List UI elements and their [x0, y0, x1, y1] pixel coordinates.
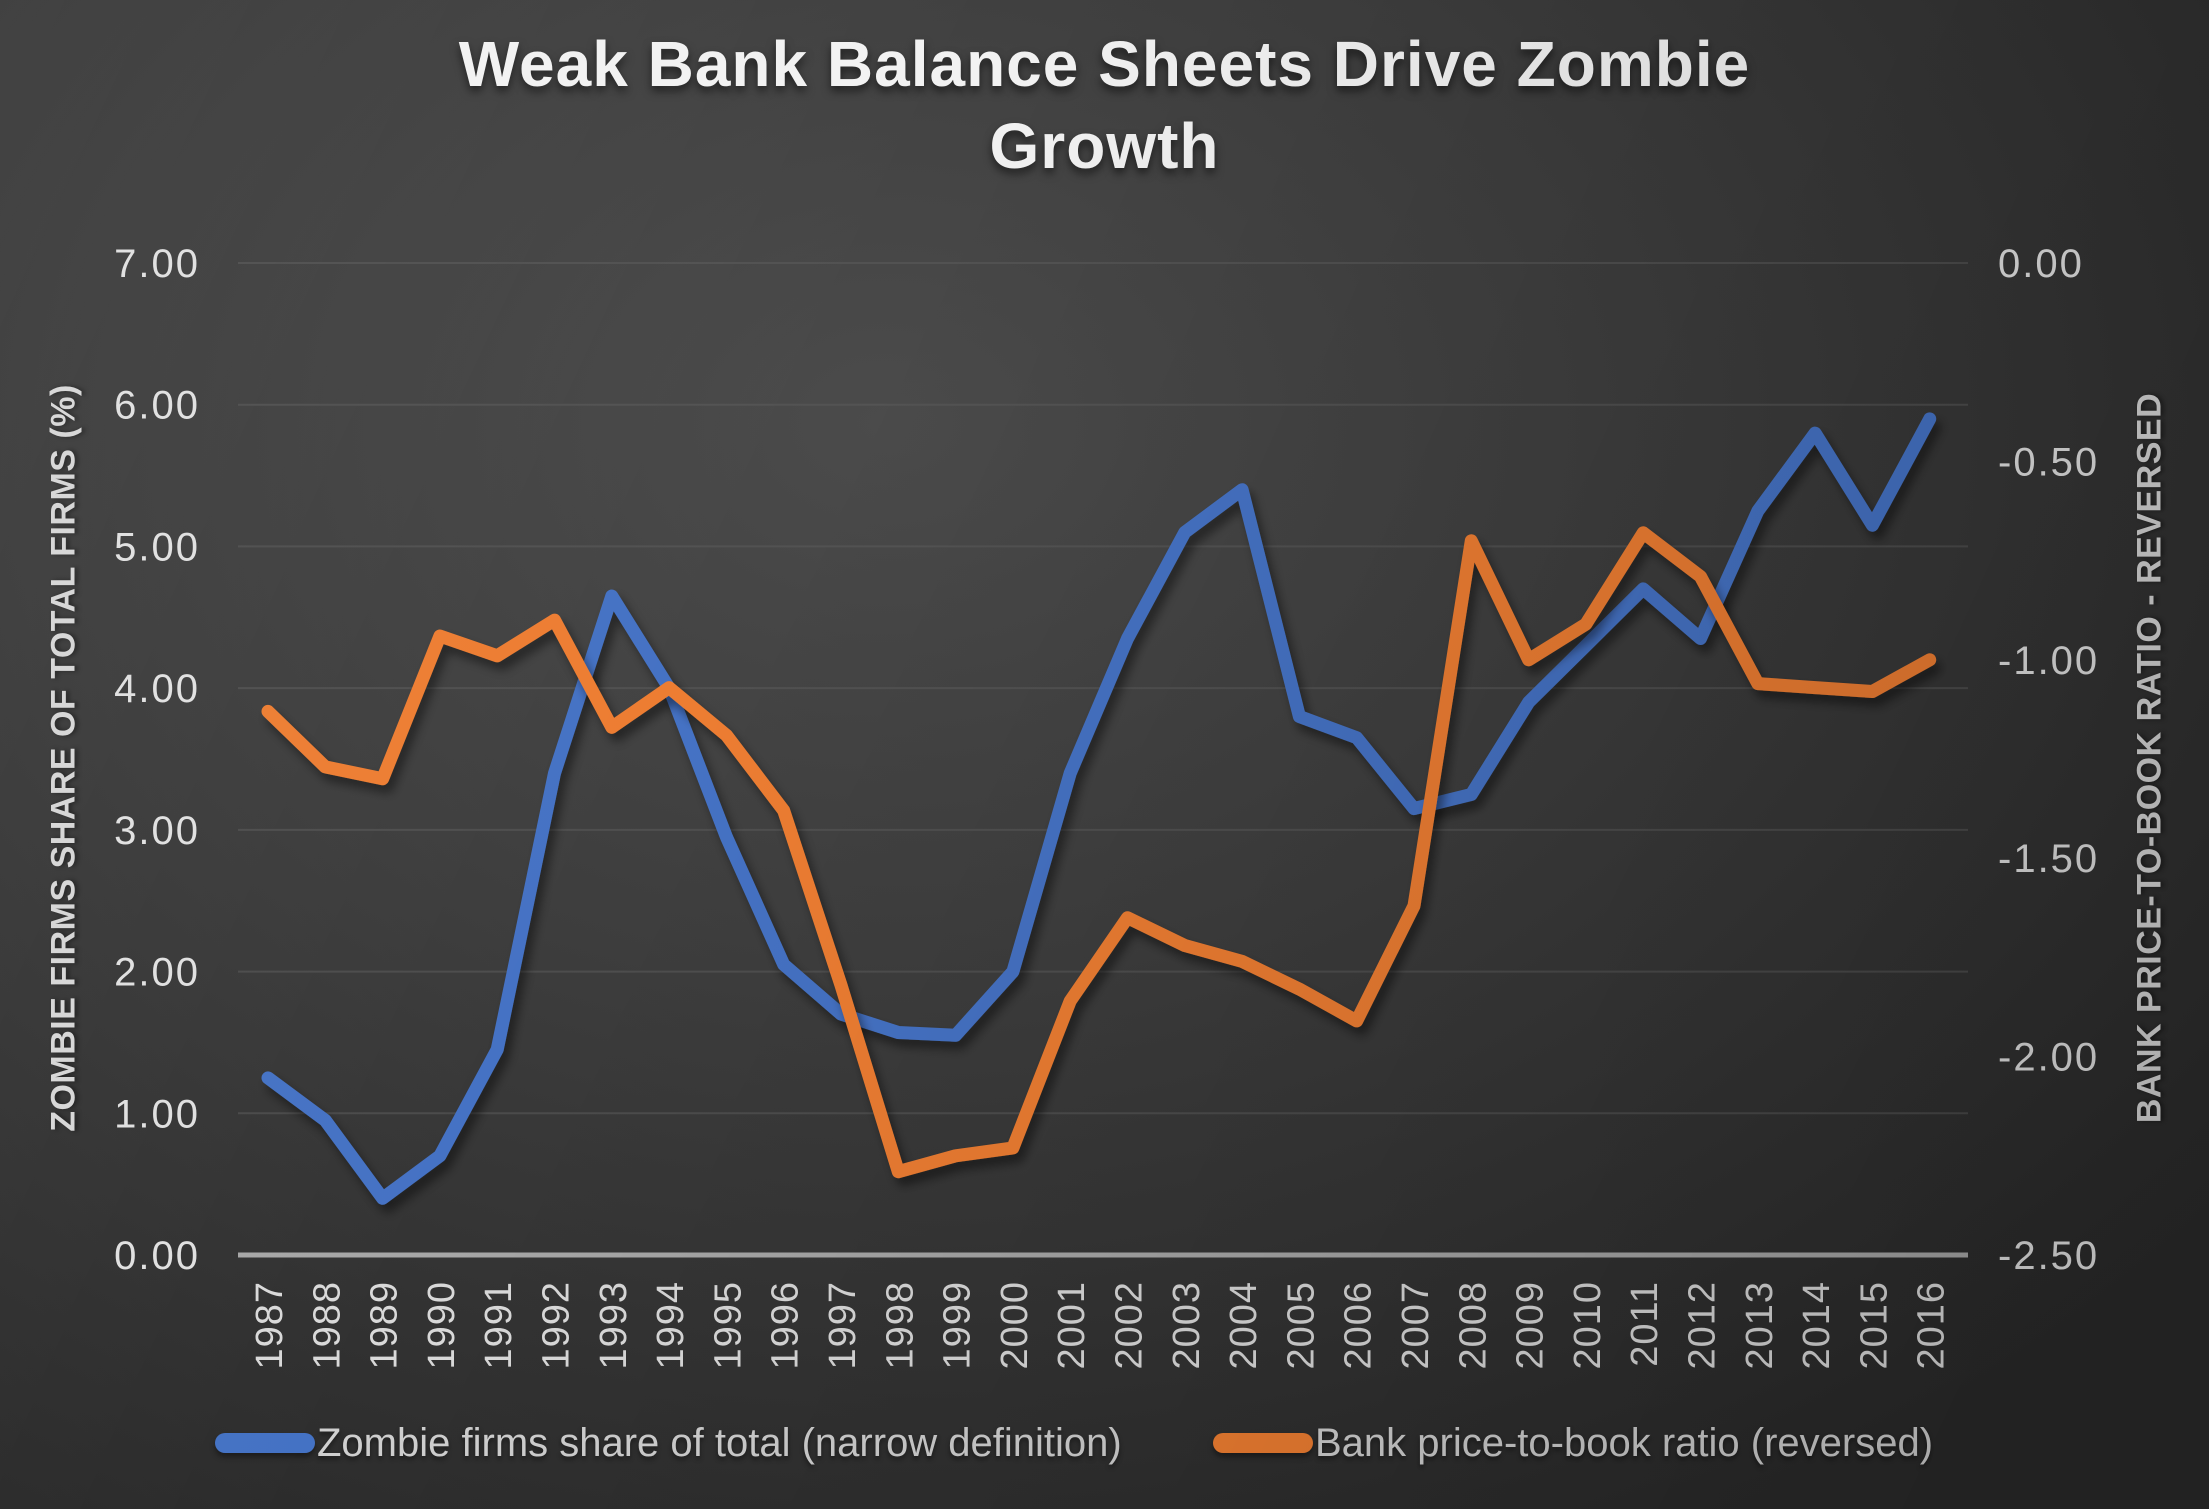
left-axis-tick-label: 7.00 — [114, 242, 200, 286]
x-axis-year-label: 2004 — [1223, 1281, 1265, 1370]
x-axis-year-label: 1988 — [306, 1281, 348, 1370]
right-axis-title: BANK PRICE-TO-BOOK RATIO - REVERSED — [2130, 392, 2169, 1124]
right-axis-tick-label: -1.50 — [1998, 837, 2099, 881]
x-axis-year-label: 2009 — [1510, 1281, 1552, 1370]
legend-label-zombie-share: Zombie firms share of total (narrow defi… — [317, 1420, 1122, 1465]
x-axis-year-label: 1993 — [593, 1281, 635, 1370]
x-axis-year-label: 2011 — [1624, 1281, 1666, 1367]
x-axis-year-label: 1990 — [421, 1281, 463, 1370]
x-axis-year-label: 2014 — [1796, 1281, 1838, 1370]
x-axis-year-label: 1991 — [478, 1281, 520, 1370]
x-axis-year-label: 1997 — [822, 1281, 864, 1370]
right-axis-tick-label: -2.00 — [1998, 1036, 2099, 1080]
legend-swatch-zombie-share — [215, 1433, 315, 1453]
x-axis-year-label: 2007 — [1395, 1281, 1437, 1370]
right-axis-tick-label: 0.00 — [1998, 242, 2084, 286]
right-axis-tick-label: -1.00 — [1998, 639, 2099, 683]
left-axis-tick-label: 1.00 — [114, 1092, 200, 1136]
x-axis-year-label: 1996 — [765, 1281, 807, 1370]
x-axis-year-label: 1992 — [536, 1281, 578, 1370]
chart-title-line1: Weak Bank Balance Sheets Drive Zombie — [458, 28, 1751, 100]
legend-item-zombie-share: Zombie firms share of total (narrow defi… — [215, 1418, 1122, 1468]
x-axis-year-label: 2012 — [1682, 1281, 1724, 1370]
legend-item-price-to-book: Bank price-to-book ratio (reversed) — [1213, 1418, 1933, 1468]
x-axis-year-label: 1994 — [650, 1281, 692, 1370]
x-axis-year-label: 2015 — [1853, 1281, 1895, 1370]
legend-label-price-to-book: Bank price-to-book ratio (reversed) — [1315, 1420, 1934, 1465]
tick-labels: 7.00 6.00 5.00 4.00 3.00 2.00 1.00 0.00 0.00 -0.5… — [114, 242, 2099, 1370]
x-axis-year-label: 2002 — [1109, 1281, 1151, 1370]
left-axis-tick-label: 0.00 — [114, 1234, 200, 1278]
right-axis-tick-label: -0.50 — [1998, 440, 2099, 484]
x-axis-year-label: 2005 — [1280, 1281, 1322, 1370]
x-axis-year-label: 1995 — [707, 1281, 749, 1370]
series-lines — [261, 412, 1937, 1205]
x-axis-year-label: 2000 — [994, 1281, 1036, 1370]
x-axis-year-label: 1998 — [879, 1281, 921, 1370]
x-axis-year-label: 2006 — [1338, 1281, 1380, 1370]
x-axis-year-label: 2001 — [1051, 1281, 1093, 1370]
left-axis-tick-label: 2.00 — [114, 951, 200, 995]
chart-title: Weak Bank Balance Sheets Drive Zombie Gr… — [0, 24, 2209, 188]
x-axis-year-label: 1999 — [937, 1281, 979, 1370]
left-axis-tick-label: 3.00 — [114, 809, 200, 853]
x-axis-year-label: 2016 — [1911, 1281, 1953, 1370]
chart-title-line2: Growth — [989, 109, 1220, 182]
x-axis-year-label: 2010 — [1567, 1281, 1609, 1370]
left-axis-tick-label: 5.00 — [114, 525, 200, 569]
x-axis-year-label: 2008 — [1452, 1281, 1494, 1370]
legend-swatch-price-to-book — [1213, 1433, 1313, 1453]
series-line-price-to-book — [261, 526, 1937, 1179]
x-axis-year-label: 2003 — [1166, 1281, 1208, 1370]
x-axis-year-label: 1989 — [364, 1281, 406, 1370]
x-axis-year-label: 1987 — [249, 1281, 291, 1370]
series-line-zombie-share — [261, 412, 1937, 1205]
right-axis-tick-label: -2.50 — [1998, 1234, 2099, 1278]
x-axis-year-label: 2013 — [1739, 1281, 1781, 1370]
gridlines — [238, 262, 1968, 1115]
left-axis-title: ZOMBIE FIRMS SHARE OF TOTAL FIRMS (%) — [44, 384, 83, 1132]
left-axis-tick-label: 6.00 — [114, 384, 200, 428]
left-axis-tick-label: 4.00 — [114, 667, 200, 711]
